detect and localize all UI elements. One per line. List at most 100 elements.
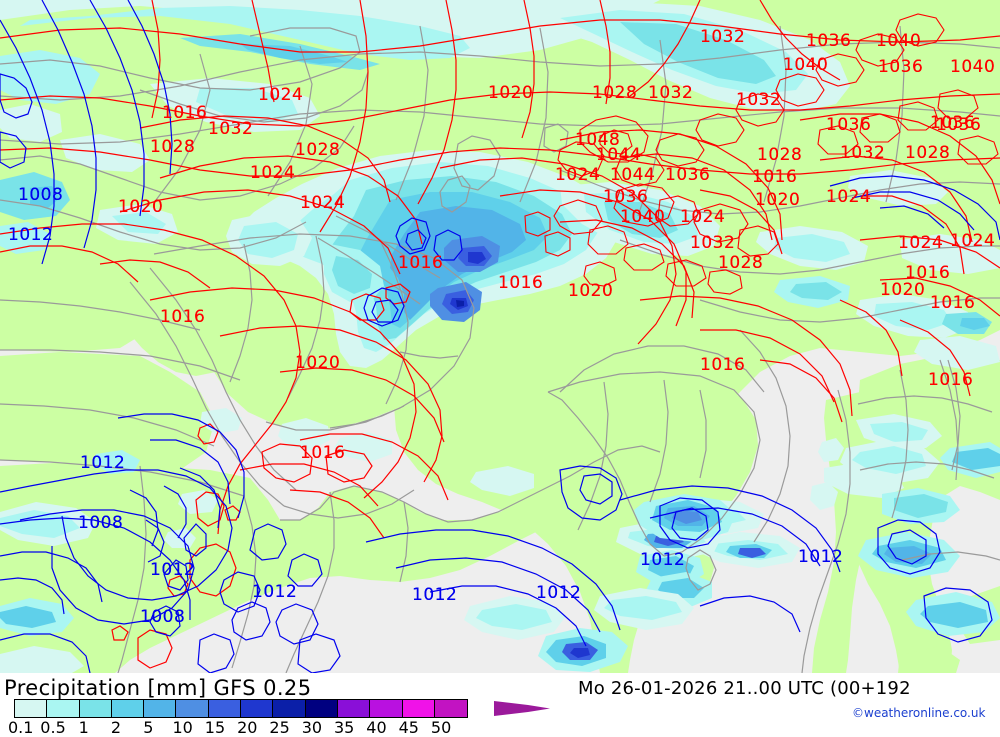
- isobar-label: 1044: [610, 165, 655, 185]
- color-swatch: [370, 700, 403, 717]
- isobar-label-halo: 1012: [798, 547, 843, 567]
- isobar-label: 1016: [700, 355, 745, 375]
- color-swatch: [434, 700, 468, 717]
- color-swatch: [47, 700, 80, 717]
- isobar-label-halo: 1028: [757, 145, 802, 165]
- isobar-label: 1032: [700, 27, 745, 47]
- isobar-label: 1028: [718, 253, 763, 273]
- isobar-label: 1024: [250, 163, 295, 183]
- isobar-label-halo: 1048: [575, 130, 620, 150]
- isobar-label: 1016: [752, 167, 797, 187]
- isobar-label: 1016: [398, 253, 443, 273]
- isobar-label: 1036: [665, 165, 710, 185]
- isobar-label-halo: 1040: [876, 31, 921, 51]
- isobar-label-halo: 1036: [806, 31, 851, 51]
- color-swatch: [402, 700, 435, 717]
- color-swatch: [176, 700, 209, 717]
- isobar-label: 1040: [950, 57, 995, 77]
- isobar-label-halo: 1016: [905, 263, 950, 283]
- color-swatch: [337, 700, 371, 717]
- isobar-label-halo: 1008: [78, 513, 123, 533]
- chart-title: Precipitation [mm] GFS 0.25: [4, 676, 312, 700]
- isobar-label: 1044: [596, 145, 641, 165]
- isobar-low-layer: [0, 0, 1000, 673]
- isobar-label-halo: 1040: [620, 207, 665, 227]
- scale-tick-label: 5: [143, 718, 154, 737]
- color-swatch: [241, 700, 274, 717]
- isobar-label-halo: 1016: [928, 370, 973, 390]
- color-scale-tick-labels: 0.1 0.5 1 2 5 10 15 20 25 30 35 40 45 50: [0, 718, 560, 737]
- isobar-label-halo: 1032: [648, 83, 693, 103]
- scale-tick-label: 0.1: [8, 718, 34, 737]
- isobar-label-halo: 1032: [736, 90, 781, 110]
- isobar-label-halo: 1016: [498, 273, 543, 293]
- isobar-label-halo: 1032: [700, 27, 745, 47]
- isobar-label: 1028: [905, 143, 950, 163]
- scale-tick-label: 0.5: [40, 718, 66, 737]
- model-run-timestamp: Mo 26-01-2026 21..00 UTC (00+192: [578, 678, 911, 699]
- isobar-label: 1012: [798, 547, 843, 567]
- isobar-label-halo: 1012: [252, 582, 297, 602]
- isobar-label: 1024: [555, 165, 600, 185]
- isobar-label: 1016: [498, 273, 543, 293]
- isobar-label: 1012: [80, 453, 125, 473]
- scale-overflow-arrow: [494, 701, 550, 716]
- isobar-label-halo: 1036: [936, 115, 981, 135]
- isobar-label-halo: 1016: [162, 103, 207, 123]
- isobar-label: 1012: [150, 560, 195, 580]
- isobar-label-halo: 1024: [555, 165, 600, 185]
- isobar-label: 1020: [880, 280, 925, 300]
- isobar-label-halo: 1020: [488, 83, 533, 103]
- isobar-label: 1040: [783, 55, 828, 75]
- isobar-label: 1016: [930, 293, 975, 313]
- isobar-label-halo: 1028: [150, 137, 195, 157]
- isobar-label-halo: 1020: [118, 197, 163, 217]
- isobar-label-halo: 1040: [950, 57, 995, 77]
- isobar-label-halo: 1040: [783, 55, 828, 75]
- isobar-label: 1008: [78, 513, 123, 533]
- isobar-label: 1008: [140, 607, 185, 627]
- isobar-label-halo: 1020: [295, 353, 340, 373]
- isobar-label-halo: 1016: [752, 167, 797, 187]
- isobar-label: 1032: [690, 233, 735, 253]
- color-swatch: [144, 700, 177, 717]
- isobar-label: 1012: [252, 582, 297, 602]
- isobar-label: 1036: [603, 187, 648, 207]
- isobar-label: 1024: [300, 193, 345, 213]
- color-scale-swatches: [14, 699, 469, 718]
- isobar-label-halo: 1024: [680, 207, 725, 227]
- isobar-label: 1012: [412, 585, 457, 605]
- isobar-label: 1020: [568, 281, 613, 301]
- isobar-label-halo: 1016: [930, 293, 975, 313]
- precipitation-color-scale[interactable]: 0.1 0.5 1 2 5 10 15 20 25 30 35 40 45 50: [0, 699, 560, 737]
- isobar-high-layer: [0, 0, 1000, 669]
- scale-tick-label: 45: [398, 718, 419, 737]
- isobar-label: 1028: [757, 145, 802, 165]
- isobar-label-halo: 1008: [140, 607, 185, 627]
- isobar-label-halo: 1024: [950, 231, 995, 251]
- isobar-label: 1040: [876, 31, 921, 51]
- isobar-label: 1020: [295, 353, 340, 373]
- isobar-label: 1016: [300, 443, 345, 463]
- isobar-label: 1036: [826, 115, 871, 135]
- isobar-label: 1036: [878, 57, 923, 77]
- isobar-label-halo: 1012: [536, 583, 581, 603]
- isobar-label: 1028: [295, 140, 340, 160]
- scale-tick-label: 1: [78, 718, 89, 737]
- isobar-label: 1012: [640, 550, 685, 570]
- scale-tick-label: 20: [237, 718, 258, 737]
- scale-tick-label: 35: [334, 718, 355, 737]
- scale-tick-label: 40: [366, 718, 387, 737]
- isobar-label-halo: 1020: [568, 281, 613, 301]
- isobar-label-halo: 1036: [826, 115, 871, 135]
- precipitation-map[interactable]: 1008 1008 1012 1012 1020 1020 1016 1016 1028 1028…: [0, 0, 1000, 673]
- isobar-label: 1008: [18, 185, 63, 205]
- isobar-label-halo: 1036: [878, 57, 923, 77]
- isobar-label-halo: 1044: [610, 165, 655, 185]
- isobar-label-halo: 1012: [80, 453, 125, 473]
- isobar-label: 1016: [160, 307, 205, 327]
- isobar-label-halo: 1036: [665, 165, 710, 185]
- isobar-label-halo: 1012: [8, 225, 53, 245]
- isobar-label: 1016: [162, 103, 207, 123]
- isobar-label: 1020: [118, 197, 163, 217]
